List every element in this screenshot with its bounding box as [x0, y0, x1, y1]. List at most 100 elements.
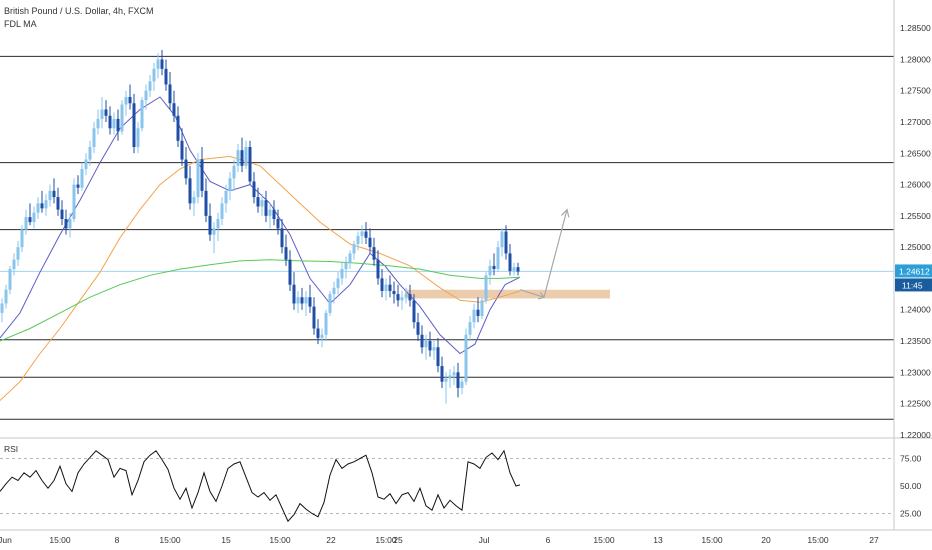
- candle-body: [216, 219, 220, 229]
- time-tick-label[interactable]: 15:00: [807, 535, 829, 545]
- price-tick-label[interactable]: 1.22500: [900, 399, 931, 409]
- candle: [360, 225, 364, 245]
- candle-body: [424, 341, 428, 348]
- price-axis[interactable]: 1.28500 1.28000 1.27500 1.27000 1.26500 1.260…: [900, 23, 931, 440]
- candle: [484, 272, 488, 304]
- arrow-pullback-head[interactable]: [538, 292, 546, 300]
- candle-body: [448, 375, 452, 379]
- projection-arrow[interactable]: [519, 209, 568, 298]
- candle: [412, 294, 416, 329]
- price-tick-label[interactable]: 1.28500: [900, 23, 931, 33]
- time-tick-label[interactable]: 15:00: [701, 535, 723, 545]
- candle: [68, 212, 72, 238]
- price-tick-label[interactable]: 1.27000: [900, 117, 931, 127]
- rsi-tick-label[interactable]: 25.00: [900, 509, 922, 519]
- price-tick-label[interactable]: 1.22000: [900, 430, 931, 440]
- time-tick-label[interactable]: 13: [653, 535, 663, 545]
- candle-body: [300, 297, 304, 304]
- candle-body: [212, 228, 216, 235]
- candle: [504, 225, 508, 260]
- rsi-pane-bg: [0, 442, 894, 530]
- time-tick-label[interactable]: 15:00: [269, 535, 291, 545]
- candle-body: [12, 259, 16, 270]
- price-tick-label[interactable]: 1.24000: [900, 305, 931, 315]
- price-tick-label[interactable]: 1.26500: [900, 148, 931, 158]
- candle-body: [492, 265, 496, 270]
- candle: [268, 203, 272, 229]
- time-tick-label[interactable]: Jun: [0, 535, 12, 545]
- candle: [392, 281, 396, 304]
- candle: [468, 315, 472, 342]
- moving-average-line: [0, 96, 521, 355]
- candle-body: [112, 118, 116, 129]
- time-tick-label[interactable]: 15:00: [593, 535, 615, 545]
- rsi-pane: [0, 449, 894, 523]
- candle-body: [288, 259, 292, 285]
- time-tick-label[interactable]: 25: [393, 535, 403, 545]
- candle: [472, 303, 476, 329]
- rsi-tick-label[interactable]: 75.00: [900, 454, 922, 464]
- time-tick-label[interactable]: 8: [115, 535, 120, 545]
- candle: [168, 71, 172, 110]
- price-tick-label[interactable]: 1.27500: [900, 86, 931, 96]
- time-tick-label[interactable]: 15:00: [49, 535, 71, 545]
- price-tick-label[interactable]: 1.23500: [900, 336, 931, 346]
- candle-body: [180, 140, 184, 160]
- time-tick-label[interactable]: 6: [546, 535, 551, 545]
- price-tick-label[interactable]: 1.25000: [900, 242, 931, 252]
- rsi-tick-label[interactable]: 50.00: [900, 481, 922, 491]
- candle-body: [36, 203, 40, 213]
- candle-body: [172, 103, 176, 116]
- candle: [340, 262, 344, 285]
- rsi-axis[interactable]: 75.00 50.00 25.00: [900, 454, 922, 519]
- candle-body: [140, 100, 144, 129]
- time-tick-label[interactable]: Jul: [479, 535, 490, 545]
- candle: [372, 237, 376, 266]
- candle: [48, 184, 52, 207]
- candle: [456, 362, 460, 398]
- horizontal-levels[interactable]: [0, 55, 894, 420]
- candle: [52, 178, 56, 204]
- candle: [424, 334, 428, 360]
- time-tick-label[interactable]: 27: [869, 535, 879, 545]
- candle: [368, 228, 372, 254]
- candle-body: [92, 128, 96, 148]
- time-tick-label[interactable]: 15:00: [375, 535, 397, 545]
- indicator-label[interactable]: FDL MA: [4, 19, 37, 29]
- candle-body: [516, 267, 520, 272]
- candle: [320, 328, 324, 348]
- price-tick-label[interactable]: 1.23000: [900, 367, 931, 377]
- candle-body: [444, 378, 448, 382]
- candle-body: [344, 262, 348, 270]
- candle-body: [404, 294, 408, 298]
- candle-body: [120, 104, 124, 132]
- time-tick-label[interactable]: 20: [761, 535, 771, 545]
- candle-body: [80, 168, 84, 188]
- candle-body: [88, 147, 92, 160]
- candle: [252, 172, 256, 204]
- price-tick-label[interactable]: 1.28000: [900, 54, 931, 64]
- candle: [336, 272, 340, 295]
- candle-body: [164, 68, 168, 85]
- arrow-head[interactable]: [561, 208, 570, 218]
- symbol-title[interactable]: British Pound / U.S. Dollar, 4h, FXCM: [4, 6, 154, 16]
- candle-body: [136, 128, 140, 148]
- candle-body: [328, 294, 332, 313]
- candle: [80, 162, 84, 191]
- supply-demand-zone[interactable]: [405, 289, 610, 299]
- candle-body: [160, 59, 164, 69]
- price-tick-label[interactable]: 1.26000: [900, 180, 931, 190]
- zone-group[interactable]: [405, 289, 610, 299]
- candle-body: [40, 203, 44, 209]
- candle: [428, 331, 432, 357]
- candle: [480, 297, 484, 320]
- candle-body: [416, 322, 420, 335]
- projection-arrow-group[interactable]: [519, 208, 570, 300]
- time-tick-label[interactable]: 15: [221, 535, 231, 545]
- price-tick-label[interactable]: 1.25500: [900, 211, 931, 221]
- time-tick-label[interactable]: 22: [326, 535, 336, 545]
- candle: [352, 240, 356, 260]
- time-tick-label[interactable]: 15:00: [159, 535, 181, 545]
